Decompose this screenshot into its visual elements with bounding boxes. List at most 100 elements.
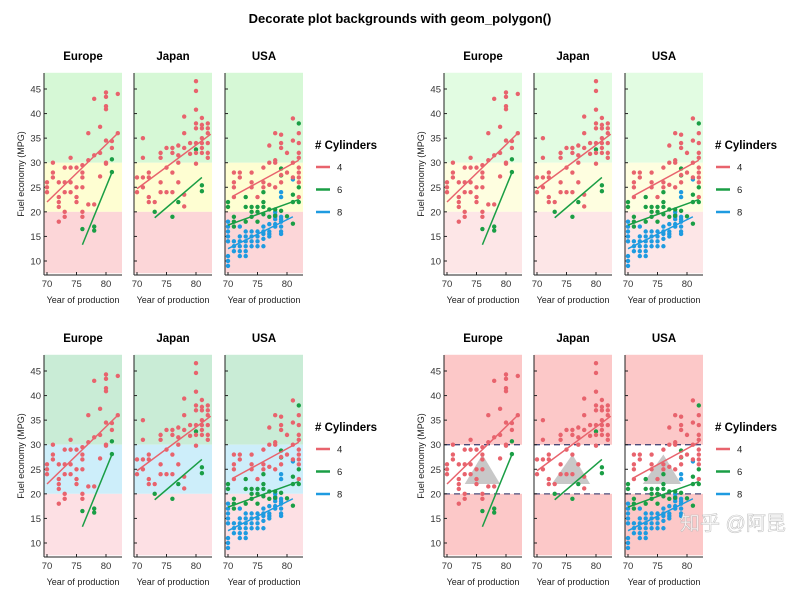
data-point-cyl-6 xyxy=(176,199,181,205)
data-point-cyl-4 xyxy=(103,106,109,112)
data-point-cyl-4 xyxy=(86,131,91,136)
data-point-cyl-4 xyxy=(199,122,205,128)
data-point-cyl-4 xyxy=(605,126,610,131)
data-point-cyl-4 xyxy=(278,145,284,151)
data-point-cyl-4 xyxy=(74,199,79,205)
data-point-cyl-4 xyxy=(290,420,296,425)
data-point-cyl-4 xyxy=(593,432,599,438)
data-point-cyl-4 xyxy=(605,155,610,160)
data-point-cyl-4 xyxy=(146,194,151,200)
data-point-cyl-4 xyxy=(534,457,540,462)
legend: # Cylinders 4 6 8 xyxy=(715,140,777,219)
data-point-cyl-4 xyxy=(631,194,637,200)
data-point-cyl-4 xyxy=(193,403,199,408)
y-tick-label: 25 xyxy=(430,465,441,476)
data-point-cyl-8 xyxy=(243,526,248,531)
data-point-cyl-4 xyxy=(667,442,672,447)
data-point-cyl-8 xyxy=(643,511,648,516)
data-point-cyl-4 xyxy=(480,452,485,457)
data-point-cyl-4 xyxy=(696,413,701,418)
data-point-cyl-4 xyxy=(456,180,461,185)
data-point-cyl-8 xyxy=(661,513,666,519)
data-point-cyl-4 xyxy=(62,209,67,215)
x-axis-label: Year of production xyxy=(628,295,701,305)
data-point-cyl-8 xyxy=(661,236,666,242)
data-point-cyl-4 xyxy=(140,185,146,190)
data-point-cyl-8 xyxy=(637,526,642,531)
data-point-cyl-4 xyxy=(576,180,581,185)
x-tick-label: 80 xyxy=(191,561,202,572)
data-point-cyl-4 xyxy=(667,182,672,188)
data-point-cyl-4 xyxy=(231,462,237,467)
data-point-cyl-4 xyxy=(74,447,79,452)
data-point-cyl-6 xyxy=(673,213,678,218)
data-point-cyl-4 xyxy=(140,417,146,423)
data-point-cyl-6 xyxy=(296,121,301,126)
data-point-cyl-4 xyxy=(140,467,146,472)
data-point-cyl-8 xyxy=(278,189,284,195)
data-point-cyl-8 xyxy=(661,506,666,511)
y-tick-label: 20 xyxy=(430,207,441,218)
data-point-cyl-8 xyxy=(649,526,654,531)
y-tick-label: 45 xyxy=(30,85,41,96)
legend-label-cyl-8: 8 xyxy=(337,208,342,219)
data-point-cyl-8 xyxy=(237,224,242,229)
data-point-cyl-4 xyxy=(296,194,301,200)
data-point-cyl-4 xyxy=(103,420,109,425)
data-point-cyl-4 xyxy=(631,170,637,175)
data-point-cyl-4 xyxy=(503,372,509,377)
facet-strip-label: Europe xyxy=(63,333,103,345)
data-point-cyl-6 xyxy=(225,204,231,210)
data-point-cyl-4 xyxy=(56,501,61,506)
data-point-cyl-4 xyxy=(249,462,254,467)
data-point-cyl-6 xyxy=(290,192,296,197)
data-point-cyl-8 xyxy=(625,535,631,541)
data-point-cyl-6 xyxy=(249,491,254,497)
data-point-cyl-8 xyxy=(678,224,684,229)
data-point-cyl-4 xyxy=(480,175,485,180)
data-point-cyl-4 xyxy=(199,145,205,151)
data-point-cyl-6 xyxy=(678,208,684,214)
data-point-cyl-8 xyxy=(237,530,242,536)
data-point-cyl-4 xyxy=(193,161,199,166)
data-point-cyl-6 xyxy=(109,439,115,444)
data-point-cyl-4 xyxy=(187,422,193,428)
data-point-cyl-8 xyxy=(637,253,642,259)
data-point-cyl-8 xyxy=(273,499,278,504)
data-point-cyl-4 xyxy=(696,476,701,482)
data-point-cyl-8 xyxy=(637,234,642,239)
data-point-cyl-4 xyxy=(56,462,61,467)
data-point-cyl-8 xyxy=(261,513,266,519)
data-point-cyl-4 xyxy=(205,403,210,408)
data-point-cyl-4 xyxy=(667,425,672,430)
data-point-cyl-8 xyxy=(261,236,266,242)
data-point-cyl-8 xyxy=(249,229,254,234)
legend-title: # Cylinders xyxy=(315,422,377,434)
data-point-cyl-6 xyxy=(509,157,515,162)
chart-title: Decorate plot backgrounds with geom_poly… xyxy=(249,11,552,26)
data-point-cyl-4 xyxy=(605,140,610,146)
facet-panel-europe: Europe 10 15 20 25 30 35 40 45 70 75 80 Year of prod… xyxy=(30,51,122,305)
data-point-cyl-4 xyxy=(673,185,678,190)
data-point-cyl-4 xyxy=(582,131,587,136)
data-point-cyl-4 xyxy=(599,145,605,151)
data-point-cyl-8 xyxy=(678,189,684,195)
data-point-cyl-8 xyxy=(643,530,648,536)
data-point-cyl-8 xyxy=(243,535,248,541)
data-point-cyl-4 xyxy=(480,496,485,501)
data-point-cyl-6 xyxy=(696,481,701,487)
data-point-cyl-4 xyxy=(193,443,199,448)
data-point-cyl-4 xyxy=(74,165,79,170)
data-point-cyl-6 xyxy=(678,490,684,496)
trend-line-cyl-4 xyxy=(136,133,212,190)
data-point-cyl-8 xyxy=(237,516,242,521)
data-point-cyl-4 xyxy=(503,420,509,425)
data-point-cyl-8 xyxy=(237,526,242,531)
data-point-cyl-8 xyxy=(225,258,231,264)
data-point-cyl-4 xyxy=(158,155,163,160)
data-point-cyl-8 xyxy=(649,244,654,249)
facet-panel-usa: USA 70 75 80 Year of production xyxy=(223,51,303,305)
data-point-cyl-4 xyxy=(284,432,290,438)
data-point-cyl-8 xyxy=(625,516,631,521)
data-point-cyl-4 xyxy=(103,161,109,166)
